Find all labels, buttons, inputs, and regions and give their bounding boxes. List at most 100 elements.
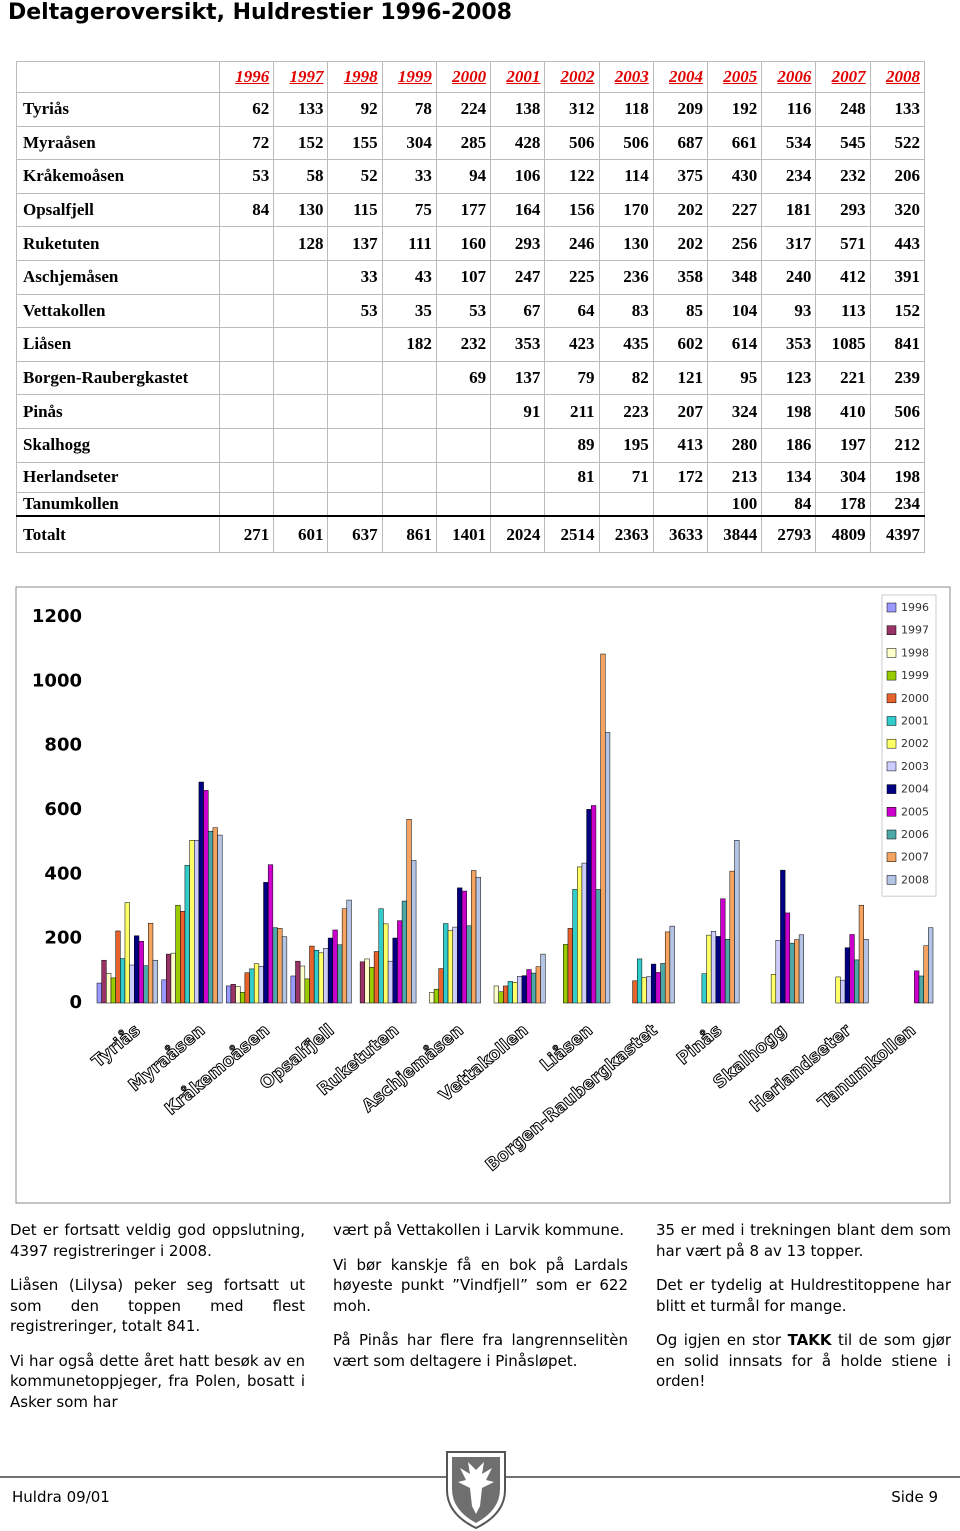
bar <box>715 936 721 1004</box>
bar <box>605 732 611 1004</box>
count-cell: 79 <box>544 360 600 396</box>
total-row: Totalt 271 601 637 861 1401 2024 2514 2363 3633 38… <box>16 515 926 554</box>
count-cell: 280 <box>706 427 763 463</box>
year-header: 2008 <box>869 61 926 93</box>
count-cell: 324 <box>706 394 763 429</box>
total-cell: 271 <box>218 515 275 554</box>
count-cell: 207 <box>652 394 708 429</box>
count-cell: 353 <box>761 327 817 362</box>
count-cell: 317 <box>761 226 817 261</box>
count-cell: 234 <box>761 159 817 194</box>
bar <box>225 985 232 1004</box>
participants-table: 1996 1997 1998 1999 2000 2001 2002 2003 2004 2005… <box>16 61 926 554</box>
bar <box>540 953 546 1004</box>
legend-label: 2006 <box>901 828 929 841</box>
bar <box>461 890 467 1004</box>
footer-left: Huldra 09/01 <box>12 1488 110 1506</box>
total-cell: 3633 <box>652 515 708 554</box>
bar <box>411 860 417 1004</box>
year-header: 1998 <box>327 61 383 93</box>
year-header: 1999 <box>381 61 437 93</box>
count-cell: 69 <box>435 360 492 396</box>
legend-label: 1999 <box>901 669 929 682</box>
total-cell: 1401 <box>435 515 492 554</box>
count-cell <box>273 394 329 429</box>
count-cell: 93 <box>761 293 817 329</box>
chart: 020040060080010001200TyriåsMyraåsenKråke… <box>15 586 951 1204</box>
count-cell <box>273 427 329 463</box>
y-tick-label: 1200 <box>32 606 82 627</box>
count-cell: 71 <box>598 461 654 493</box>
row-name: Tyriås <box>16 92 220 127</box>
bar <box>392 937 398 1004</box>
legend-swatch <box>886 602 897 613</box>
count-cell <box>381 360 437 396</box>
count-cell <box>327 491 383 517</box>
bar <box>457 887 463 1004</box>
legend-label: 2007 <box>901 851 929 864</box>
bar <box>337 944 343 1004</box>
count-cell <box>652 491 708 517</box>
bar <box>471 870 477 1004</box>
bar <box>295 960 301 1004</box>
bar <box>770 974 777 1004</box>
bar <box>244 972 250 1004</box>
bar <box>835 976 841 1004</box>
count-cell: 687 <box>652 125 708 161</box>
count-cell: 522 <box>869 125 926 161</box>
bar <box>669 925 675 1004</box>
table-row: Liåsen 182 232 353 423 435 602 614 353 1085 841 <box>16 327 926 362</box>
y-tick-label: 800 <box>44 735 82 756</box>
bar <box>258 966 264 1004</box>
table-row: Herlandseter 81 71 172 213 134 304 198 <box>16 461 926 493</box>
count-cell: 506 <box>544 125 600 161</box>
count-cell: 94 <box>435 159 492 194</box>
count-cell: 841 <box>869 327 926 362</box>
bar <box>503 985 509 1004</box>
bar <box>323 948 329 1004</box>
count-cell: 186 <box>761 427 817 463</box>
count-cell: 236 <box>598 259 654 295</box>
count-cell: 430 <box>706 159 763 194</box>
bar <box>600 653 606 1004</box>
count-cell: 1085 <box>815 327 871 362</box>
legend-label: 1997 <box>901 624 929 637</box>
count-cell <box>435 394 492 429</box>
bar <box>572 889 578 1004</box>
bar <box>309 945 315 1004</box>
bar <box>406 819 412 1004</box>
bar <box>203 790 209 1004</box>
table-row: Opsalfjell 84 130 115 75 177 164 156 170 202 227 18… <box>16 192 926 228</box>
bar <box>844 947 850 1004</box>
row-name: Myraåsen <box>16 125 220 161</box>
corner-cell <box>16 61 220 93</box>
count-cell: 89 <box>544 427 600 463</box>
bar <box>341 908 348 1004</box>
closing-emphasis: TAKK <box>787 1331 832 1349</box>
count-cell: 198 <box>869 461 926 493</box>
y-tick-label: 200 <box>44 928 82 949</box>
bar <box>526 969 532 1004</box>
table-row: Myraåsen 72 152 155 304 285 428 506 506 687 661 534… <box>16 125 926 161</box>
bar <box>332 929 338 1004</box>
count-cell: 138 <box>490 92 546 127</box>
legend-label: 2002 <box>901 737 929 750</box>
total-cell: 2024 <box>490 515 546 554</box>
count-cell: 206 <box>869 159 926 194</box>
bar <box>189 839 195 1004</box>
bar <box>923 945 929 1004</box>
count-cell <box>381 461 437 493</box>
bar <box>290 975 296 1004</box>
count-cell: 232 <box>815 159 871 194</box>
count-cell <box>435 491 492 517</box>
y-tick-label: 400 <box>44 863 82 884</box>
footer-right: Side 9 <box>891 1488 938 1506</box>
count-cell: 64 <box>544 293 600 329</box>
bar <box>452 926 458 1004</box>
bar <box>729 870 735 1004</box>
bar <box>798 934 805 1004</box>
bar <box>194 839 200 1004</box>
bar <box>212 827 218 1004</box>
legend-label: 2003 <box>901 760 929 773</box>
legend-swatch <box>886 716 897 726</box>
